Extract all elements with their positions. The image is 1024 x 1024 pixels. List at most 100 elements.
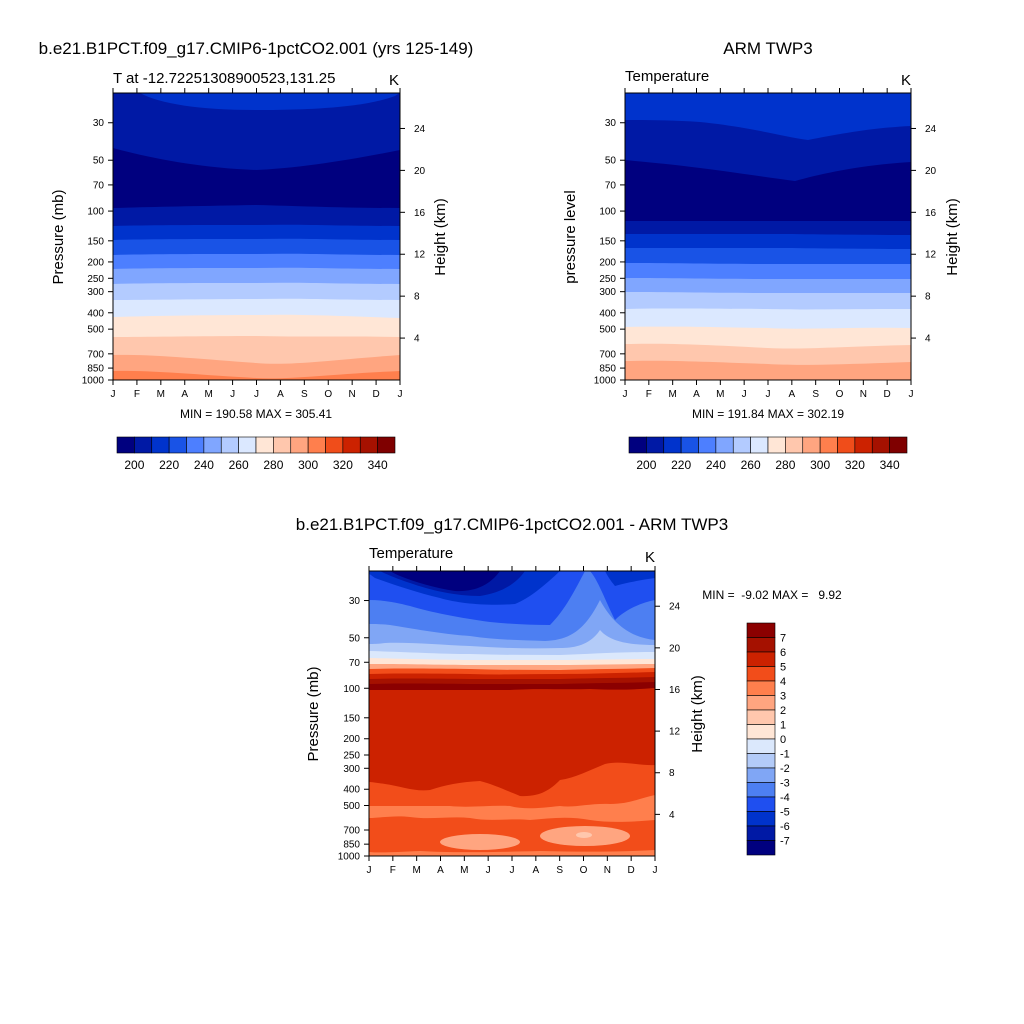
colorbar-swatch <box>785 436 804 454</box>
y-tick-label: 200 <box>87 257 104 268</box>
colorbar-swatch <box>819 436 838 454</box>
colorbar-label: 1 <box>780 720 786 732</box>
y-axis-label: pressure level <box>562 190 579 283</box>
panel-title: b.e21.B1PCT.f09_g17.CMIP6-1pctCO2.001 (y… <box>39 39 474 58</box>
colorbar-label: 240 <box>706 458 726 472</box>
x-tick-label: F <box>646 389 652 400</box>
colorbar-label: -7 <box>780 836 790 848</box>
colorbar-swatch <box>238 436 257 454</box>
x-tick-label: J <box>653 865 658 876</box>
colorbar-swatch <box>273 436 292 454</box>
colorbar-swatch <box>746 738 776 754</box>
colorbar-swatch <box>186 436 205 454</box>
blob-2 <box>440 834 520 850</box>
y-right-tick-label: 20 <box>669 643 681 654</box>
colorbar-label: 3 <box>780 691 786 703</box>
y-right-tick-label: 24 <box>414 124 426 135</box>
y-tick-label: 850 <box>343 840 360 851</box>
y-right-ticks: 24 20 16 12 8 4 <box>655 602 681 821</box>
panel-title: ARM TWP3 <box>723 39 812 58</box>
colorbar-swatch <box>255 436 274 454</box>
x-tick-label: J <box>230 389 235 400</box>
x-tick-label: J <box>398 389 403 400</box>
x-tick-label: J <box>254 389 259 400</box>
x-tick-label: A <box>788 389 795 400</box>
colorbar-label: 200 <box>124 458 144 472</box>
colorbar-label: 240 <box>194 458 214 472</box>
x-tick-label: M <box>716 389 724 400</box>
colorbar-label: -4 <box>780 792 790 804</box>
y-tick-label: 30 <box>93 118 105 129</box>
x-tick-label: S <box>301 389 308 400</box>
panel-model: b.e21.B1PCT.f09_g17.CMIP6-1pctCO2.001 (y… <box>39 39 474 472</box>
colorbar-swatch <box>628 436 647 454</box>
x-tick-label: A <box>693 389 700 400</box>
colorbar-label: 300 <box>298 458 318 472</box>
y-right-tick-label: 4 <box>669 810 675 821</box>
y-right-ticks: 24 20 16 12 8 4 <box>400 124 426 345</box>
y-right-axis-label: Height (km) <box>432 198 449 276</box>
x-tick-label: J <box>510 865 515 876</box>
colorbar-swatch <box>767 436 786 454</box>
band-13 <box>113 93 400 170</box>
colorbar-label: 340 <box>368 458 388 472</box>
y-tick-label: 250 <box>87 274 104 285</box>
y-right-tick-label: 12 <box>414 250 426 261</box>
colorbar-label: 280 <box>263 458 283 472</box>
contour-field <box>369 571 655 856</box>
y-tick-label: 700 <box>599 349 616 360</box>
colorbar-swatch <box>151 436 170 454</box>
colorbar-label: 2 <box>780 705 786 717</box>
x-tick-label: N <box>349 389 356 400</box>
y-right-tick-label: 8 <box>925 292 931 303</box>
colorbar-label: -1 <box>780 749 790 761</box>
y-right-axis-label: Height (km) <box>689 675 706 753</box>
y-tick-label: 850 <box>599 364 616 375</box>
y-right-tick-label: 20 <box>414 166 426 177</box>
min-max-label: MIN = 190.58 MAX = 305.41 <box>180 407 332 421</box>
colorbar-swatch <box>116 436 135 454</box>
panel-subtitle-left: T at -12.72251308900523,131.25 <box>113 70 335 87</box>
colorbar-swatch <box>746 709 776 725</box>
panel-obs: ARM TWP3 Temperature K J F M A M J J A S O N D J 30 5… <box>562 39 961 472</box>
y-right-tick-label: 24 <box>669 602 681 613</box>
x-tick-label: M <box>668 389 676 400</box>
colorbar-swatch <box>203 436 222 454</box>
colorbar-swatch <box>746 651 776 667</box>
y-tick-label: 100 <box>87 207 104 218</box>
colorbar-label: 200 <box>636 458 656 472</box>
y-tick-label: 30 <box>605 118 617 129</box>
x-tick-label: F <box>390 865 396 876</box>
colorbar-swatch <box>746 622 776 638</box>
y-tick-label: 150 <box>599 236 616 247</box>
colorbar-label: 320 <box>333 458 353 472</box>
colorbar-label: 7 <box>780 633 786 645</box>
x-tick-label: A <box>181 389 188 400</box>
y-tick-label: 200 <box>343 734 360 745</box>
y-tick-label: 150 <box>343 713 360 724</box>
panel-title: b.e21.B1PCT.f09_g17.CMIP6-1pctCO2.001 - … <box>296 515 728 534</box>
x-tick-label: A <box>277 389 284 400</box>
colorbar: 200 220 240 260 280 300 320 340 <box>628 436 908 472</box>
x-tick-label: J <box>742 389 747 400</box>
x-tick-label: M <box>157 389 165 400</box>
x-tick-label: A <box>437 865 444 876</box>
x-tick-label: D <box>884 389 891 400</box>
x-tick-label: M <box>204 389 212 400</box>
x-tick-label: O <box>836 389 844 400</box>
y-right-tick-label: 16 <box>414 208 426 219</box>
y-right-tick-label: 24 <box>925 124 937 135</box>
min-max-label: MIN = 191.84 MAX = 302.19 <box>692 407 844 421</box>
colorbar-label: -2 <box>780 763 790 775</box>
contour-field <box>113 93 400 380</box>
colorbar-swatch <box>325 436 344 454</box>
y-tick-label: 300 <box>87 287 104 298</box>
y-tick-label: 70 <box>93 180 105 191</box>
blob-3 <box>576 832 592 838</box>
x-tick-label: S <box>812 389 819 400</box>
y-tick-label: 200 <box>599 257 616 268</box>
panel-subtitle-left: Temperature <box>369 545 453 562</box>
y-tick-label: 400 <box>87 308 104 319</box>
